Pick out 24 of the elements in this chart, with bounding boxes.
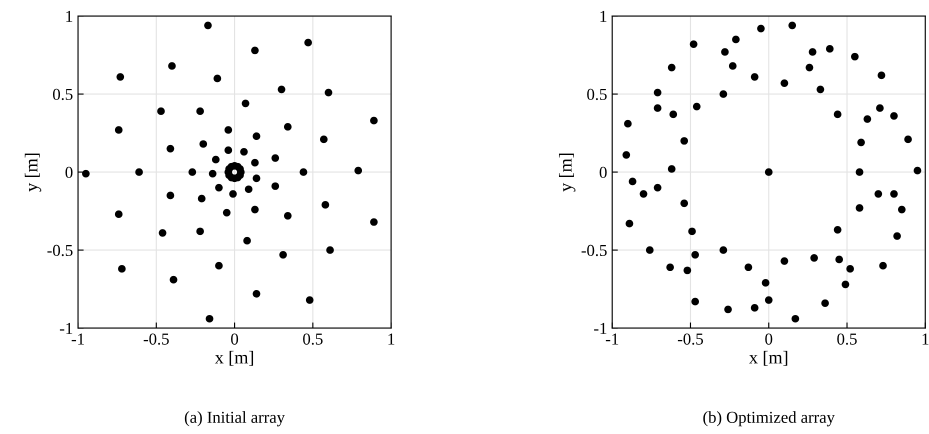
y-tick-label: 1 (600, 10, 606, 22)
x-axis-title: x [m] (749, 350, 788, 366)
y-tick-label: 0 (600, 166, 607, 178)
text: (b) Optimized array (703, 411, 835, 426)
y-tick-label: -1 (60, 322, 72, 334)
x-tick-label: -0.5 (678, 333, 704, 345)
x-tick-label: 0.5 (837, 333, 857, 345)
text: (a) Initial array (184, 411, 285, 426)
y-tick-label: 0.5 (587, 88, 607, 100)
y-tick-label: 0.5 (52, 88, 73, 100)
y-tick-label: -1 (594, 322, 606, 334)
x-tick-label: 1 (922, 334, 928, 345)
x-tick-label: 0 (765, 333, 772, 345)
x-tick-label: -0.5 (144, 333, 169, 345)
x-tick-label: 0.5 (303, 333, 323, 345)
y-tick-label: 0 (65, 166, 73, 178)
x-tick-label: 1 (388, 334, 394, 345)
y-tick-label: 1 (66, 10, 72, 22)
y-tick-label: -0.5 (47, 244, 73, 256)
x-axis-title: x [m] (214, 350, 254, 366)
y-axis-title: y [m] (558, 154, 576, 192)
y-tick-label: -0.5 (582, 244, 607, 256)
y-axis-title: y [m] (24, 154, 42, 192)
x-tick-label: 0 (231, 333, 238, 345)
